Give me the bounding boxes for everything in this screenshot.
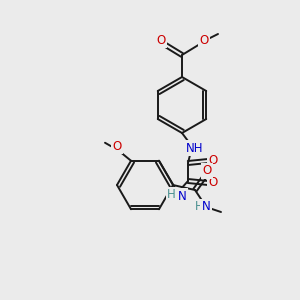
Text: H: H bbox=[167, 188, 176, 202]
Text: O: O bbox=[112, 140, 122, 153]
Text: O: O bbox=[200, 34, 208, 46]
Text: O: O bbox=[208, 176, 217, 190]
Text: O: O bbox=[202, 164, 211, 178]
Text: H: H bbox=[195, 200, 203, 214]
Text: NH: NH bbox=[186, 142, 204, 154]
Text: N: N bbox=[202, 200, 210, 214]
Text: N: N bbox=[178, 190, 186, 202]
Text: O: O bbox=[208, 154, 217, 167]
Text: O: O bbox=[156, 34, 166, 46]
